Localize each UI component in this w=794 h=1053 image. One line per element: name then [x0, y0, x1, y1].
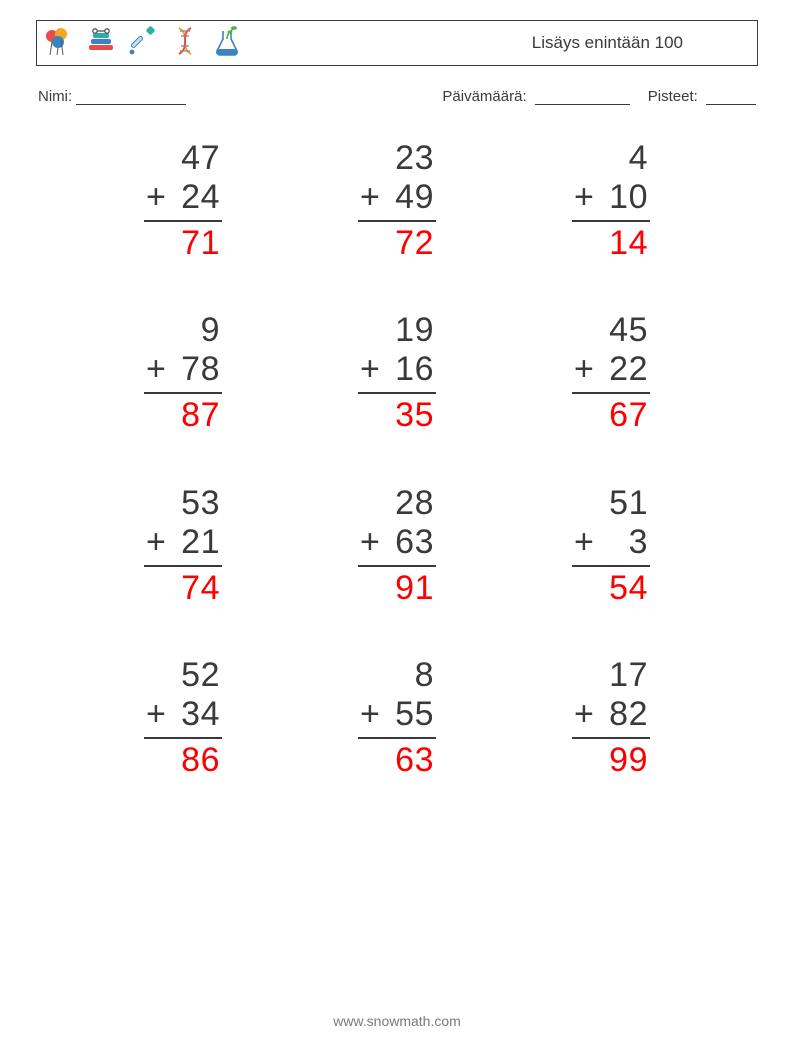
addend-bottom-row: +24: [144, 178, 222, 217]
operator: +: [358, 695, 380, 734]
name-label: Nimi:: [38, 88, 72, 105]
dna-icon: [169, 25, 201, 62]
operator: +: [144, 523, 166, 562]
header-icon-row: [43, 25, 243, 62]
score-blank[interactable]: [706, 89, 756, 105]
balloons-icon: [43, 25, 75, 62]
answer: 91: [358, 567, 436, 608]
dropper-icon: [127, 25, 159, 62]
addend-bottom: 49: [395, 178, 434, 217]
addend-top: 47: [144, 139, 222, 178]
addend-bottom-row: +22: [572, 350, 650, 389]
flask-plant-icon: [211, 25, 243, 62]
addend-top: 45: [572, 311, 650, 350]
addend-bottom-row: +21: [144, 523, 222, 562]
answer: 99: [572, 739, 650, 780]
addend-bottom: 16: [395, 350, 434, 389]
addend-bottom-row: +55: [358, 695, 436, 734]
worksheet-title: Lisäys enintään 100: [532, 33, 743, 53]
answer: 14: [572, 222, 650, 263]
header-bar: Lisäys enintään 100: [36, 20, 758, 66]
addend-top: 9: [144, 311, 222, 350]
addend-bottom: 3: [609, 523, 648, 562]
addend-bottom-row: +10: [572, 178, 650, 217]
operator: +: [144, 695, 166, 734]
addend-bottom: 21: [181, 523, 220, 562]
addend-top: 8: [358, 656, 436, 695]
problem: 28+63 91: [290, 484, 504, 608]
addend-top: 19: [358, 311, 436, 350]
answer: 63: [358, 739, 436, 780]
addend-bottom: 63: [395, 523, 434, 562]
answer: 54: [572, 567, 650, 608]
operator: +: [358, 523, 380, 562]
addend-bottom: 82: [609, 695, 648, 734]
addend-bottom: 10: [609, 178, 648, 217]
problem: 19+16 35: [290, 311, 504, 435]
worksheet-page: Lisäys enintään 100 Nimi: Päivämäärä: Pi…: [0, 0, 794, 1053]
problem: 45+22 67: [504, 311, 718, 435]
operator: +: [358, 350, 380, 389]
operator: +: [144, 350, 166, 389]
addend-top: 17: [572, 656, 650, 695]
addend-bottom-row: + 3: [572, 523, 650, 562]
score-label: Pisteet:: [648, 88, 698, 105]
addend-top: 51: [572, 484, 650, 523]
addend-bottom-row: +82: [572, 695, 650, 734]
operator: +: [572, 695, 594, 734]
addend-top: 23: [358, 139, 436, 178]
problem: 8+55 63: [290, 656, 504, 780]
answer: 67: [572, 394, 650, 435]
answer: 86: [144, 739, 222, 780]
addend-bottom-row: +49: [358, 178, 436, 217]
footer-text: www.snowmath.com: [0, 1013, 794, 1029]
answer: 35: [358, 394, 436, 435]
addend-bottom-row: +63: [358, 523, 436, 562]
problem: 9+78 87: [76, 311, 290, 435]
addend-top: 28: [358, 484, 436, 523]
operator: +: [358, 178, 380, 217]
addend-top: 52: [144, 656, 222, 695]
addend-bottom: 55: [395, 695, 434, 734]
answer: 74: [144, 567, 222, 608]
problem: 51+ 3 54: [504, 484, 718, 608]
problem: 53+21 74: [76, 484, 290, 608]
answer: 71: [144, 222, 222, 263]
date-label: Päivämäärä:: [442, 88, 526, 105]
books-icon: [85, 25, 117, 62]
problem: 52+34 86: [76, 656, 290, 780]
problems-grid: 47+247123+49724+10149+788719+163545+2267…: [36, 139, 758, 780]
problem: 4+10 14: [504, 139, 718, 263]
date-blank[interactable]: [535, 89, 630, 105]
operator: +: [572, 350, 594, 389]
addend-top: 4: [572, 139, 650, 178]
addend-bottom: 24: [181, 178, 220, 217]
addend-bottom: 34: [181, 695, 220, 734]
name-blank[interactable]: [76, 89, 186, 105]
addend-bottom-row: +78: [144, 350, 222, 389]
problem: 23+49 72: [290, 139, 504, 263]
meta-row: Nimi: Päivämäärä: Pisteet:: [36, 88, 758, 105]
addend-top: 53: [144, 484, 222, 523]
operator: +: [572, 523, 594, 562]
operator: +: [572, 178, 594, 217]
addend-bottom: 78: [181, 350, 220, 389]
answer: 87: [144, 394, 222, 435]
problem: 47+24 71: [76, 139, 290, 263]
addend-bottom-row: +34: [144, 695, 222, 734]
operator: +: [144, 178, 166, 217]
answer: 72: [358, 222, 436, 263]
addend-bottom-row: +16: [358, 350, 436, 389]
addend-bottom: 22: [609, 350, 648, 389]
problem: 17+82 99: [504, 656, 718, 780]
